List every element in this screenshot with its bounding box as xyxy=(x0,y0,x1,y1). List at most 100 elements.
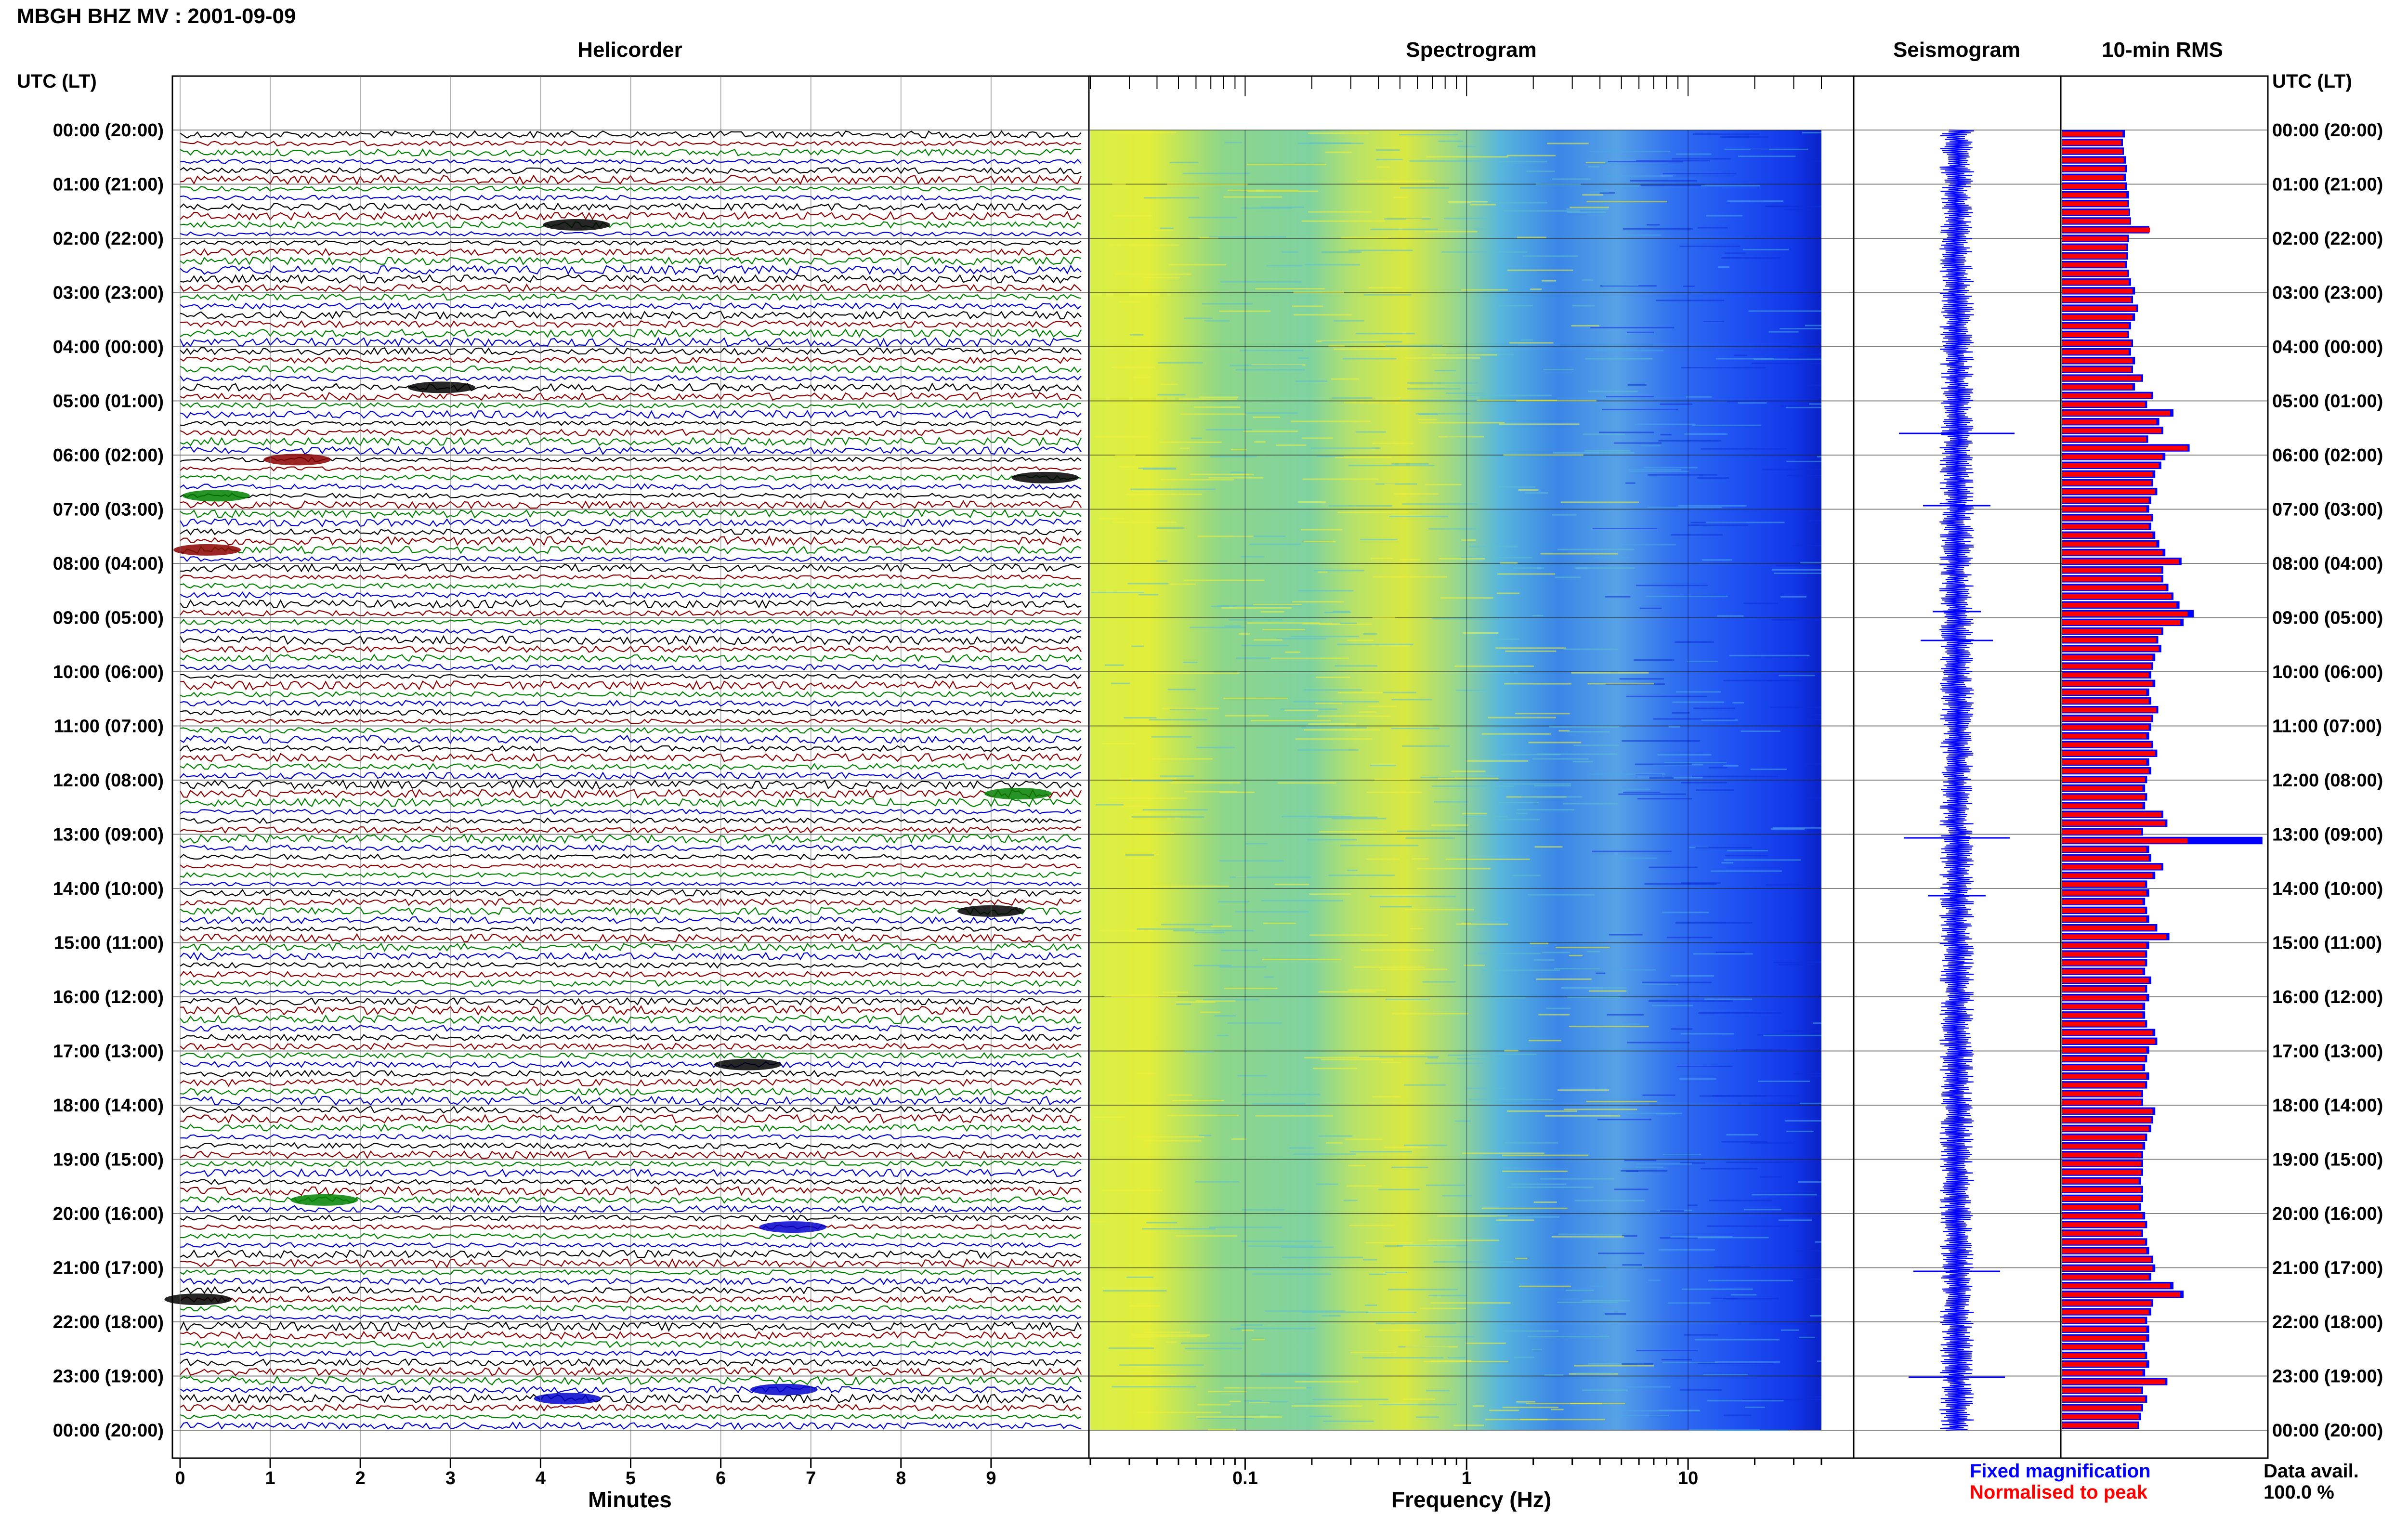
spectrogram-streak xyxy=(1681,882,1721,884)
spectrogram-streak xyxy=(1302,1311,1369,1313)
spectrogram-streak xyxy=(1623,791,1661,793)
spectrogram-streak xyxy=(1706,522,1785,523)
spectrogram-streak xyxy=(1129,817,1181,819)
spectrogram-streak xyxy=(1606,396,1654,398)
spectrogram-streak xyxy=(1247,190,1319,192)
spectrogram-streak xyxy=(1715,1361,1780,1363)
rms-bar-normalised xyxy=(2062,716,2151,721)
rms-bar-normalised xyxy=(2062,847,2146,852)
spectrogram-streak xyxy=(1282,1256,1363,1258)
spectrogram-streak xyxy=(1640,184,1705,186)
time-label-left: 13:00 (09:00) xyxy=(53,825,164,845)
spectrogram-streak xyxy=(1196,746,1235,748)
legend-fixed-magnification: Fixed magnification xyxy=(1970,1461,2151,1482)
spectrogram-streak xyxy=(1622,1235,1637,1237)
spectrogram-streak xyxy=(1820,756,1821,757)
rms-bar-normalised xyxy=(2062,890,2146,896)
spectrogram-streak xyxy=(1385,345,1443,347)
spectrogram-streak xyxy=(1365,1305,1377,1306)
spectrogram-streak xyxy=(1592,527,1657,529)
spectrogram-streak xyxy=(1119,1364,1204,1366)
spectrogram-streak xyxy=(1322,1315,1341,1317)
spectrogram-streak xyxy=(1091,591,1145,593)
spectrogram-streak xyxy=(1662,1361,1718,1363)
spectrogram-streak xyxy=(1331,378,1360,380)
spectrogram-streak xyxy=(1202,303,1253,305)
rms-bar-normalised xyxy=(2062,1362,2146,1367)
spectrogram-streak xyxy=(1402,745,1450,747)
spectrogram-streak xyxy=(1725,252,1746,254)
spectrogram-streak xyxy=(1513,567,1544,569)
spectrogram-streak xyxy=(1504,1050,1518,1052)
spectrogram-streak xyxy=(1532,758,1589,760)
spectrogram-streak xyxy=(1381,1062,1402,1064)
spectrogram-streak xyxy=(1118,301,1140,303)
spectrogram-streak xyxy=(1248,1245,1314,1247)
rms-bar-normalised xyxy=(2062,175,2124,180)
spectrogram-streak xyxy=(1380,968,1448,970)
spectrogram-streak xyxy=(1781,1329,1799,1331)
spectrogram-streak xyxy=(1703,1373,1748,1375)
spectrogram-streak xyxy=(1604,1313,1626,1315)
spectrogram-streak xyxy=(1805,797,1821,799)
rms-bar-normalised xyxy=(2062,1214,2143,1219)
time-label-left: 06:00 (02:00) xyxy=(53,445,164,466)
spectrogram-streak xyxy=(1323,1420,1374,1422)
spectrogram-streak xyxy=(1763,1034,1821,1036)
spectrogram-streak xyxy=(1365,1242,1413,1244)
spectrogram-streak xyxy=(1703,321,1724,323)
rms-bar-normalised xyxy=(2062,594,2172,599)
spectrogram-streak xyxy=(1203,999,1260,1001)
spectrogram-streak xyxy=(1586,201,1667,203)
spectrogram-streak xyxy=(1217,605,1303,607)
rms-bar-normalised xyxy=(2062,611,2188,616)
spectrogram-streak xyxy=(1375,483,1417,485)
rms-bar-normalised xyxy=(2062,384,2133,390)
spectrogram-streak xyxy=(1230,1328,1241,1330)
spectrogram-streak xyxy=(1636,1350,1699,1352)
spectrogram-streak xyxy=(1642,1094,1675,1096)
time-label-right: 23:00 (19:00) xyxy=(2272,1367,2383,1387)
spectrogram-streak xyxy=(1375,1322,1456,1324)
rms-bar-normalised xyxy=(2062,995,2146,1001)
spectrogram-streak xyxy=(1210,456,1257,457)
spectrogram-streak xyxy=(1298,501,1326,503)
spectrogram-streak xyxy=(1567,731,1610,732)
spectrogram-streak xyxy=(1319,831,1387,833)
rms-bar-normalised xyxy=(2062,1370,2143,1376)
spectrogram-streak xyxy=(1310,447,1381,449)
spectrogram-streak xyxy=(1588,166,1599,168)
rms-bar-normalised xyxy=(2062,314,2133,320)
spectrogram-streak xyxy=(1337,692,1402,693)
spectrogram-streak xyxy=(1242,1209,1285,1211)
spectrogram-streak xyxy=(1262,628,1306,630)
spectrogram-streak xyxy=(1675,691,1721,693)
spectrogram-streak xyxy=(1590,191,1609,193)
spectrogram-streak xyxy=(1247,622,1320,624)
spectrogram-streak xyxy=(1684,433,1728,435)
spectrogram-streak xyxy=(1732,702,1744,704)
spectrogram-streak xyxy=(1805,763,1821,765)
spectrogram-streak xyxy=(1369,1273,1387,1275)
spectrogram-streak xyxy=(1799,1336,1815,1338)
spectrogram-streak xyxy=(1503,454,1584,456)
spectrogram-streak xyxy=(1308,211,1372,213)
spectrogram-streak xyxy=(1190,626,1245,628)
spectrogram-streak xyxy=(1587,951,1600,953)
spectrogram-streak xyxy=(1773,827,1821,829)
spectrogram-streak xyxy=(1461,923,1471,925)
spectrogram-streak xyxy=(1420,1307,1466,1309)
rms-bar-normalised xyxy=(2062,576,2161,582)
spectrogram-streak xyxy=(1613,1414,1669,1416)
spectrogram-streak xyxy=(1805,385,1821,387)
spectrogram-streak xyxy=(1805,961,1821,963)
spectrogram-streak xyxy=(1614,442,1662,444)
spectrogram-streak xyxy=(1301,220,1386,222)
spectrogram-streak xyxy=(1594,350,1663,352)
spectrogram-streak xyxy=(1139,594,1159,596)
rms-bar-normalised xyxy=(2062,515,2151,521)
rms-bar-normalised xyxy=(2062,786,2143,791)
spectrogram-streak xyxy=(1704,998,1752,1000)
spectrogram-streak xyxy=(1786,460,1821,462)
